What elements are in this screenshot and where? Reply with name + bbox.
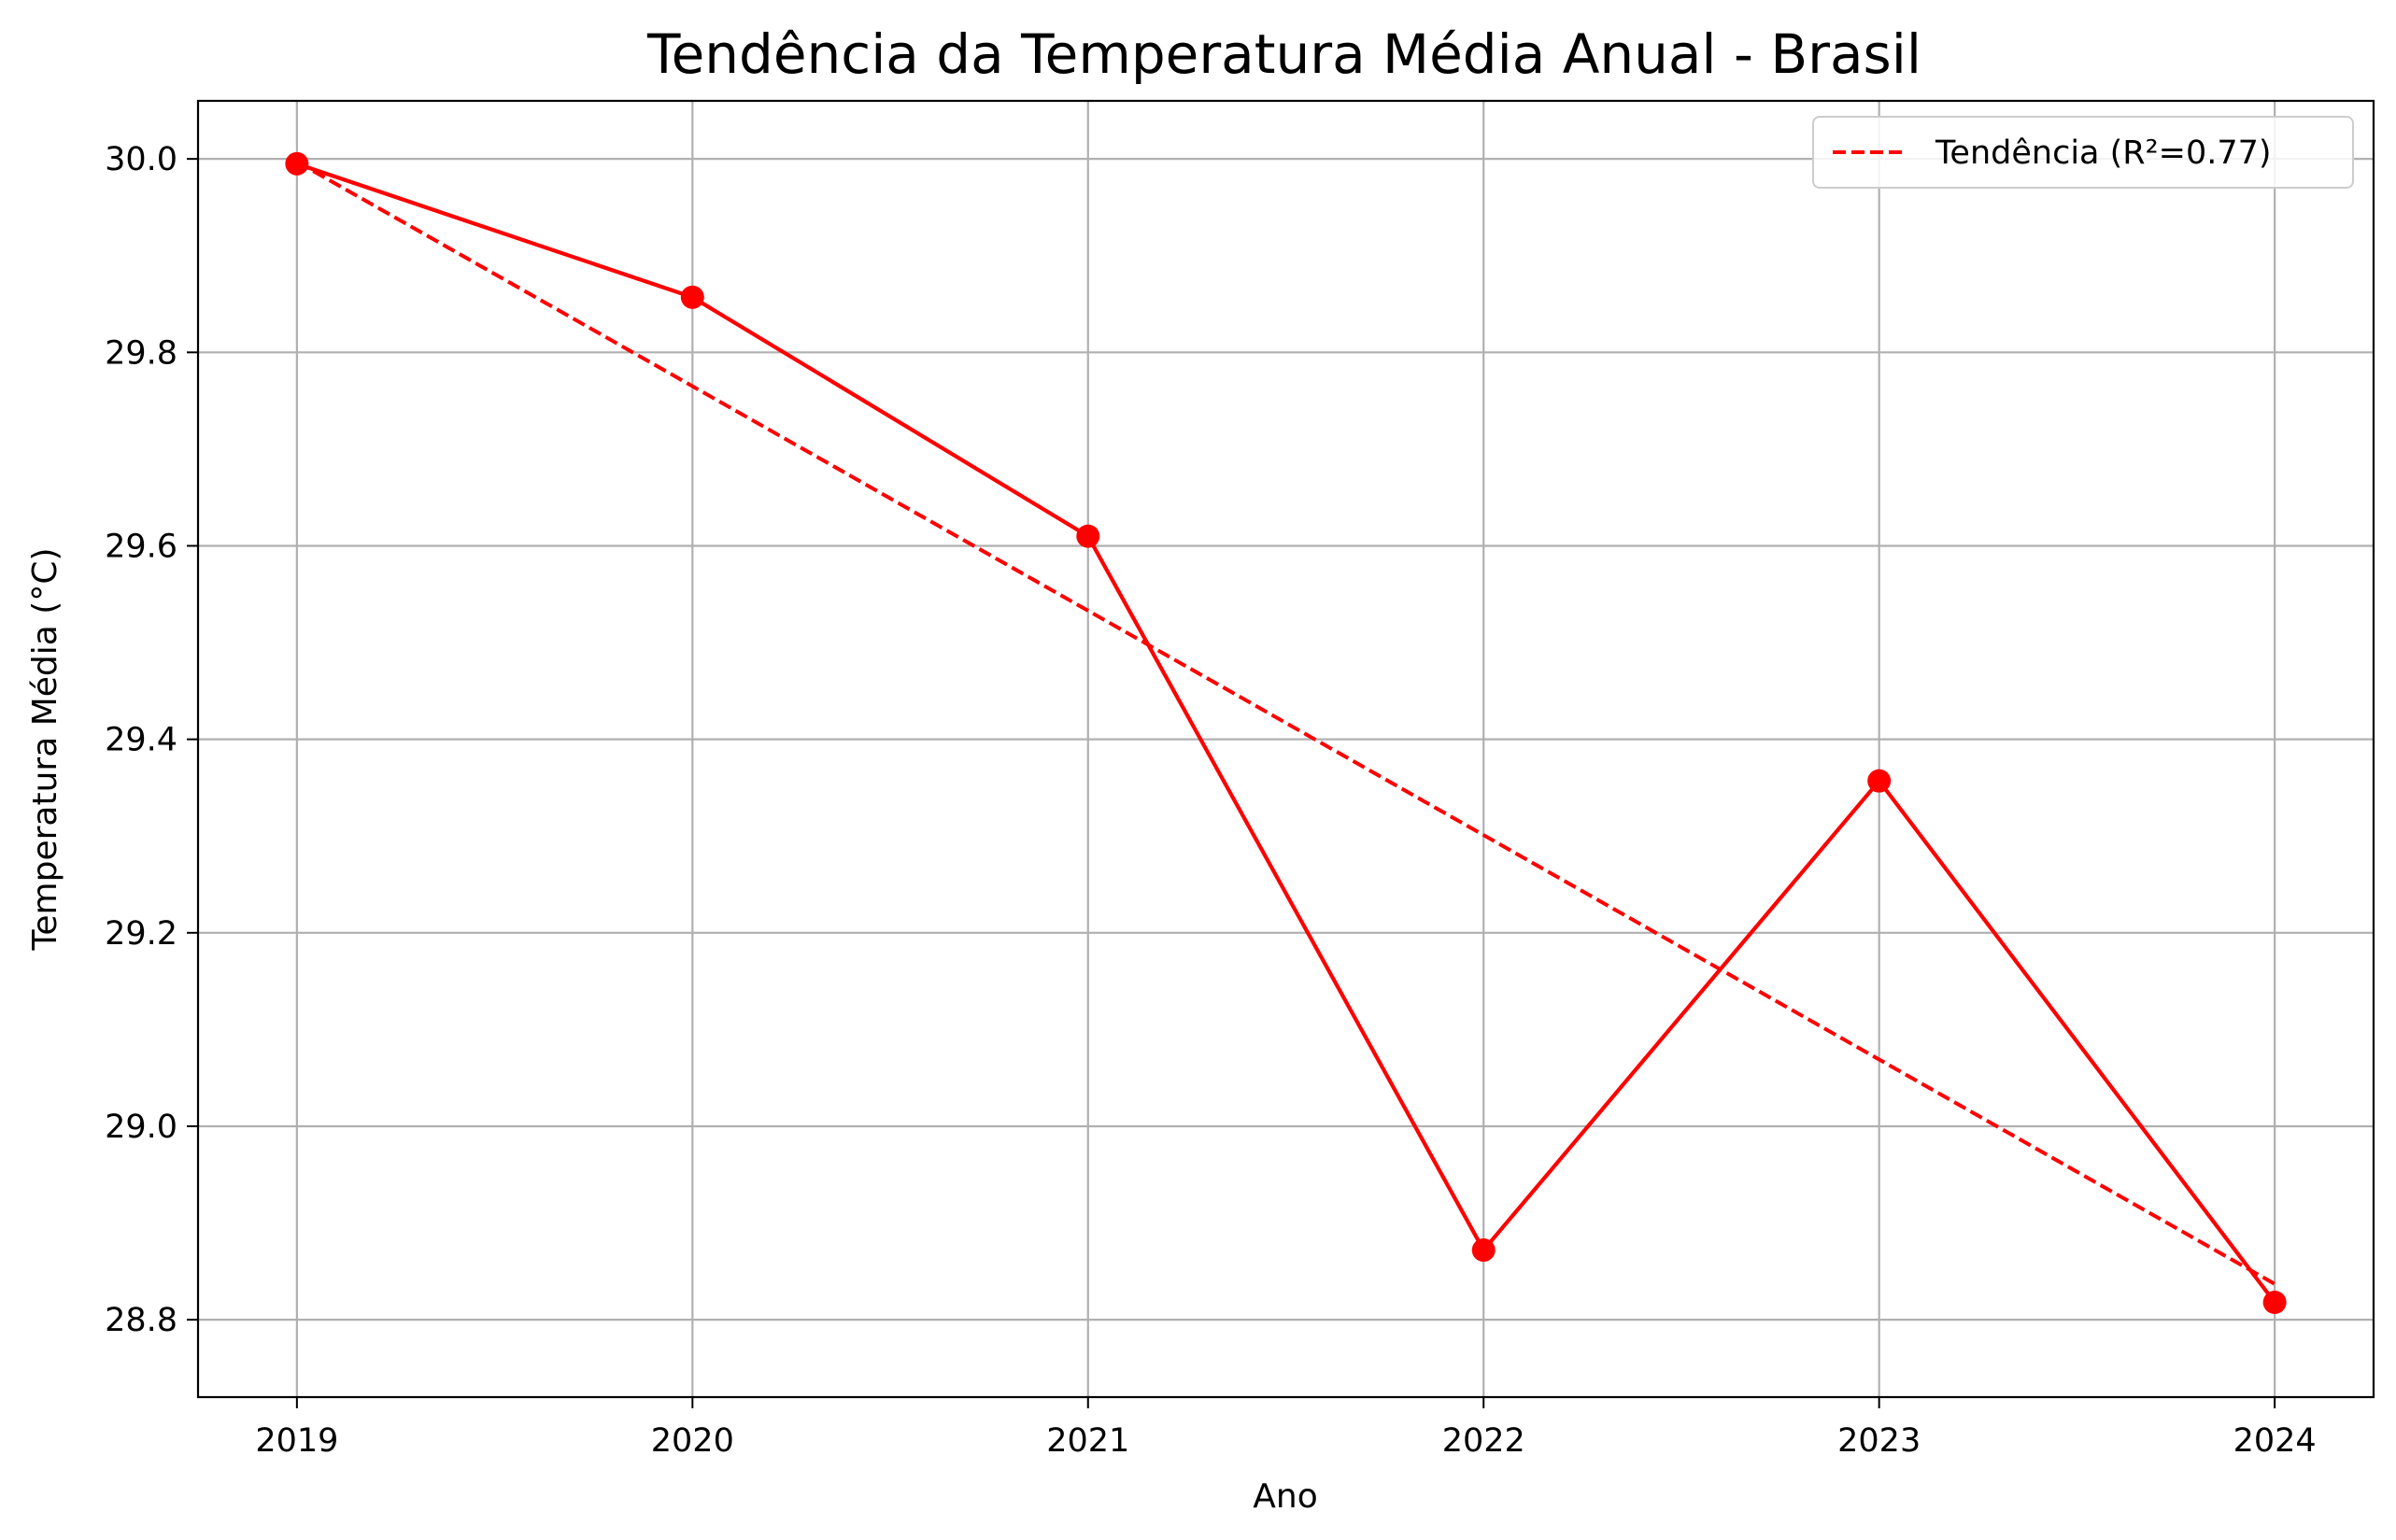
temperature-line	[296, 162, 2276, 1304]
y-tick-label: 29.4	[105, 722, 177, 759]
y-tick-label: 29.0	[105, 1109, 177, 1146]
x-tick-label: 2021	[1046, 1422, 1129, 1460]
legend-box	[1812, 116, 2354, 189]
x-tick-label: 2022	[1442, 1422, 1525, 1460]
temperature-point	[1867, 769, 1892, 793]
series-layer	[285, 151, 2287, 1314]
y-tick-label: 29.6	[105, 528, 177, 565]
y-axis-label: Temperatura Média (°C)	[26, 548, 64, 952]
axis-ticks: 2019 2020 2021 2022 2023 2024 28.8 29.0 29.2 29.4…	[105, 141, 2317, 1460]
x-axis-label: Ano	[1253, 1477, 1317, 1516]
y-tick-label: 29.2	[105, 915, 177, 953]
x-tick-label: 2023	[1837, 1422, 1921, 1460]
temperature-point	[1471, 1238, 1496, 1263]
y-tick-label: 29.8	[105, 334, 177, 372]
legend: Tendência (R²=0.77)	[1812, 116, 2354, 189]
y-tick-label: 28.8	[105, 1302, 177, 1339]
x-tick-label: 2020	[651, 1422, 734, 1460]
temperature-point	[285, 151, 309, 176]
chart-title: Tendência da Temperatura Média Anual - B…	[646, 22, 1921, 86]
x-tick-label: 2024	[2233, 1422, 2317, 1460]
plot-frame	[196, 99, 2375, 1399]
legend-label-trend: Tendência (R²=0.77)	[1935, 134, 2272, 172]
trend-line	[295, 160, 2276, 1286]
x-tick-label: 2019	[255, 1422, 338, 1460]
temperature-point	[680, 285, 704, 309]
temperature-point	[1076, 524, 1100, 548]
temperature-point	[2262, 1290, 2287, 1314]
y-tick-label: 30.0	[105, 141, 177, 178]
